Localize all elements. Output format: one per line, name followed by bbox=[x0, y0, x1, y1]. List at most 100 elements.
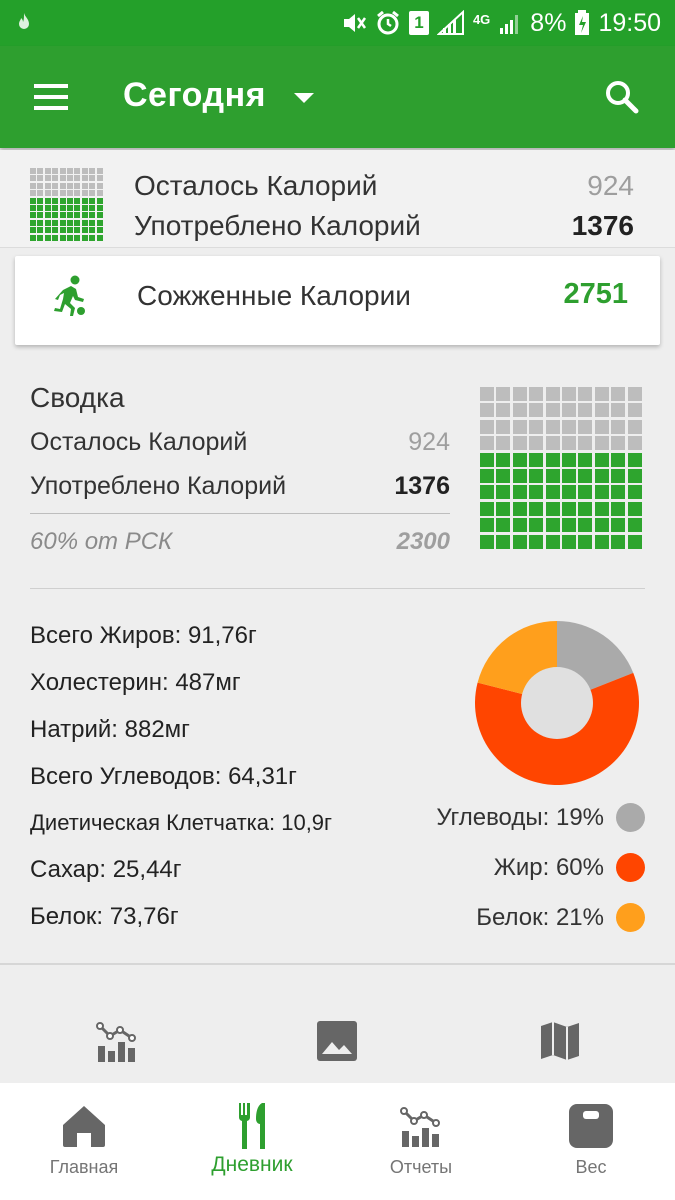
grid-square bbox=[81, 182, 88, 189]
grid-square bbox=[512, 518, 527, 533]
signal-icon bbox=[436, 10, 464, 35]
grid-square bbox=[37, 234, 44, 241]
grid-square bbox=[496, 403, 511, 418]
grid-square bbox=[496, 452, 511, 467]
grid-square bbox=[480, 468, 494, 483]
grid-square bbox=[52, 204, 59, 211]
grid-square bbox=[545, 468, 560, 483]
grid-square bbox=[611, 468, 626, 483]
grid-square bbox=[89, 227, 96, 234]
grid-square bbox=[44, 168, 51, 174]
grid-square bbox=[30, 227, 36, 234]
grid-square bbox=[529, 518, 544, 533]
chart-icon[interactable] bbox=[94, 1018, 140, 1064]
grid-square bbox=[89, 204, 96, 211]
grid-square bbox=[545, 518, 560, 533]
grid-square bbox=[480, 452, 494, 467]
grid-square bbox=[37, 182, 44, 189]
grid-square bbox=[480, 387, 494, 401]
grid-square bbox=[480, 485, 494, 500]
grid-square bbox=[66, 212, 73, 219]
grid-square bbox=[30, 182, 36, 189]
grid-square bbox=[496, 485, 511, 500]
rsk-value: 2300 bbox=[396, 528, 450, 555]
map-icon[interactable] bbox=[537, 1018, 583, 1064]
grid-square bbox=[89, 168, 96, 174]
nutrient-total-fat: Всего Жиров: 91,76г bbox=[30, 622, 257, 649]
grid-square bbox=[529, 387, 544, 401]
nutrient-dietary-fiber: Диетическая Клетчатка: 10,9г bbox=[30, 810, 333, 835]
grid-square bbox=[30, 175, 36, 182]
nav-weight[interactable]: Вес bbox=[507, 1083, 675, 1200]
nav-weight-label: Вес bbox=[575, 1157, 607, 1177]
grid-square bbox=[496, 419, 511, 434]
summary-consumed-row: Употреблено Калорий 1376 bbox=[30, 472, 450, 501]
grid-square bbox=[74, 219, 81, 226]
grid-square bbox=[81, 190, 88, 197]
sim-icon: 1 bbox=[408, 11, 429, 35]
grid-square bbox=[627, 485, 642, 500]
date-selector[interactable]: Сегодня bbox=[123, 76, 314, 115]
grid-square bbox=[59, 219, 66, 226]
legend-carbs-dot bbox=[616, 803, 645, 832]
grid-square bbox=[512, 436, 527, 451]
clock: 19:50 bbox=[598, 8, 661, 37]
grid-square bbox=[59, 234, 66, 241]
grid-square bbox=[512, 403, 527, 418]
grid-square bbox=[96, 175, 103, 182]
grid-square bbox=[66, 204, 73, 211]
legend-fat-label: Жир: 60% bbox=[493, 853, 604, 881]
grid-square bbox=[96, 197, 103, 204]
grid-square bbox=[66, 190, 73, 197]
grid-square bbox=[594, 518, 609, 533]
summary-consumed-label: Употреблено Калорий bbox=[30, 472, 287, 500]
battery-icon bbox=[575, 10, 590, 35]
nav-diary[interactable]: Дневник bbox=[168, 1083, 336, 1200]
burned-calories-card[interactable]: Сожженные Калории 2751 bbox=[15, 256, 660, 345]
remaining-calories-value: 924 bbox=[587, 170, 634, 201]
summary-divider bbox=[30, 513, 450, 514]
image-icon[interactable] bbox=[314, 1018, 360, 1064]
consumed-calories-row: Употреблено Калорий 1376 bbox=[134, 210, 634, 242]
grid-square bbox=[44, 212, 51, 219]
consumed-calories-value: 1376 bbox=[571, 210, 634, 241]
grid-square bbox=[561, 485, 576, 500]
grid-square bbox=[89, 197, 96, 204]
grid-square bbox=[529, 468, 544, 483]
remaining-calories-row: Осталось Калорий 924 bbox=[134, 170, 634, 202]
grid-square bbox=[611, 501, 626, 516]
grid-square bbox=[74, 227, 81, 234]
signal-2-icon bbox=[500, 15, 519, 34]
grid-square bbox=[627, 387, 642, 401]
grid-square bbox=[611, 419, 626, 434]
search-icon[interactable] bbox=[605, 80, 639, 114]
grid-square bbox=[59, 190, 66, 197]
nav-home[interactable]: Главная bbox=[0, 1083, 168, 1200]
mute-icon bbox=[343, 14, 366, 32]
legend-fat: Жир: 60% bbox=[494, 853, 645, 882]
grid-square bbox=[52, 175, 59, 182]
running-man-icon bbox=[54, 275, 85, 316]
grid-square bbox=[74, 197, 81, 204]
legend-protein: Белок: 21% bbox=[476, 903, 645, 932]
grid-square bbox=[37, 227, 44, 234]
consumed-calories-label: Употреблено Калорий bbox=[134, 210, 421, 241]
grid-square bbox=[52, 190, 59, 197]
nav-reports[interactable]: Отчеты bbox=[337, 1083, 505, 1200]
grid-square bbox=[627, 436, 642, 451]
menu-icon[interactable] bbox=[34, 84, 68, 110]
grid-square bbox=[496, 534, 511, 549]
legend-carbs: Углеводы: 19% bbox=[436, 803, 645, 832]
grid-square bbox=[627, 534, 642, 549]
nav-diary-label: Дневник bbox=[211, 1153, 293, 1176]
grid-square bbox=[66, 175, 73, 182]
grid-square bbox=[578, 468, 593, 483]
grid-square bbox=[37, 204, 44, 211]
status-icons: 1 4G 8% 19:50 bbox=[341, 6, 661, 40]
grid-square bbox=[529, 485, 544, 500]
grid-square bbox=[561, 387, 576, 401]
grid-square bbox=[578, 534, 593, 549]
app-bar: Сегодня bbox=[0, 46, 675, 148]
grid-square bbox=[30, 212, 36, 219]
grid-square bbox=[594, 403, 609, 418]
